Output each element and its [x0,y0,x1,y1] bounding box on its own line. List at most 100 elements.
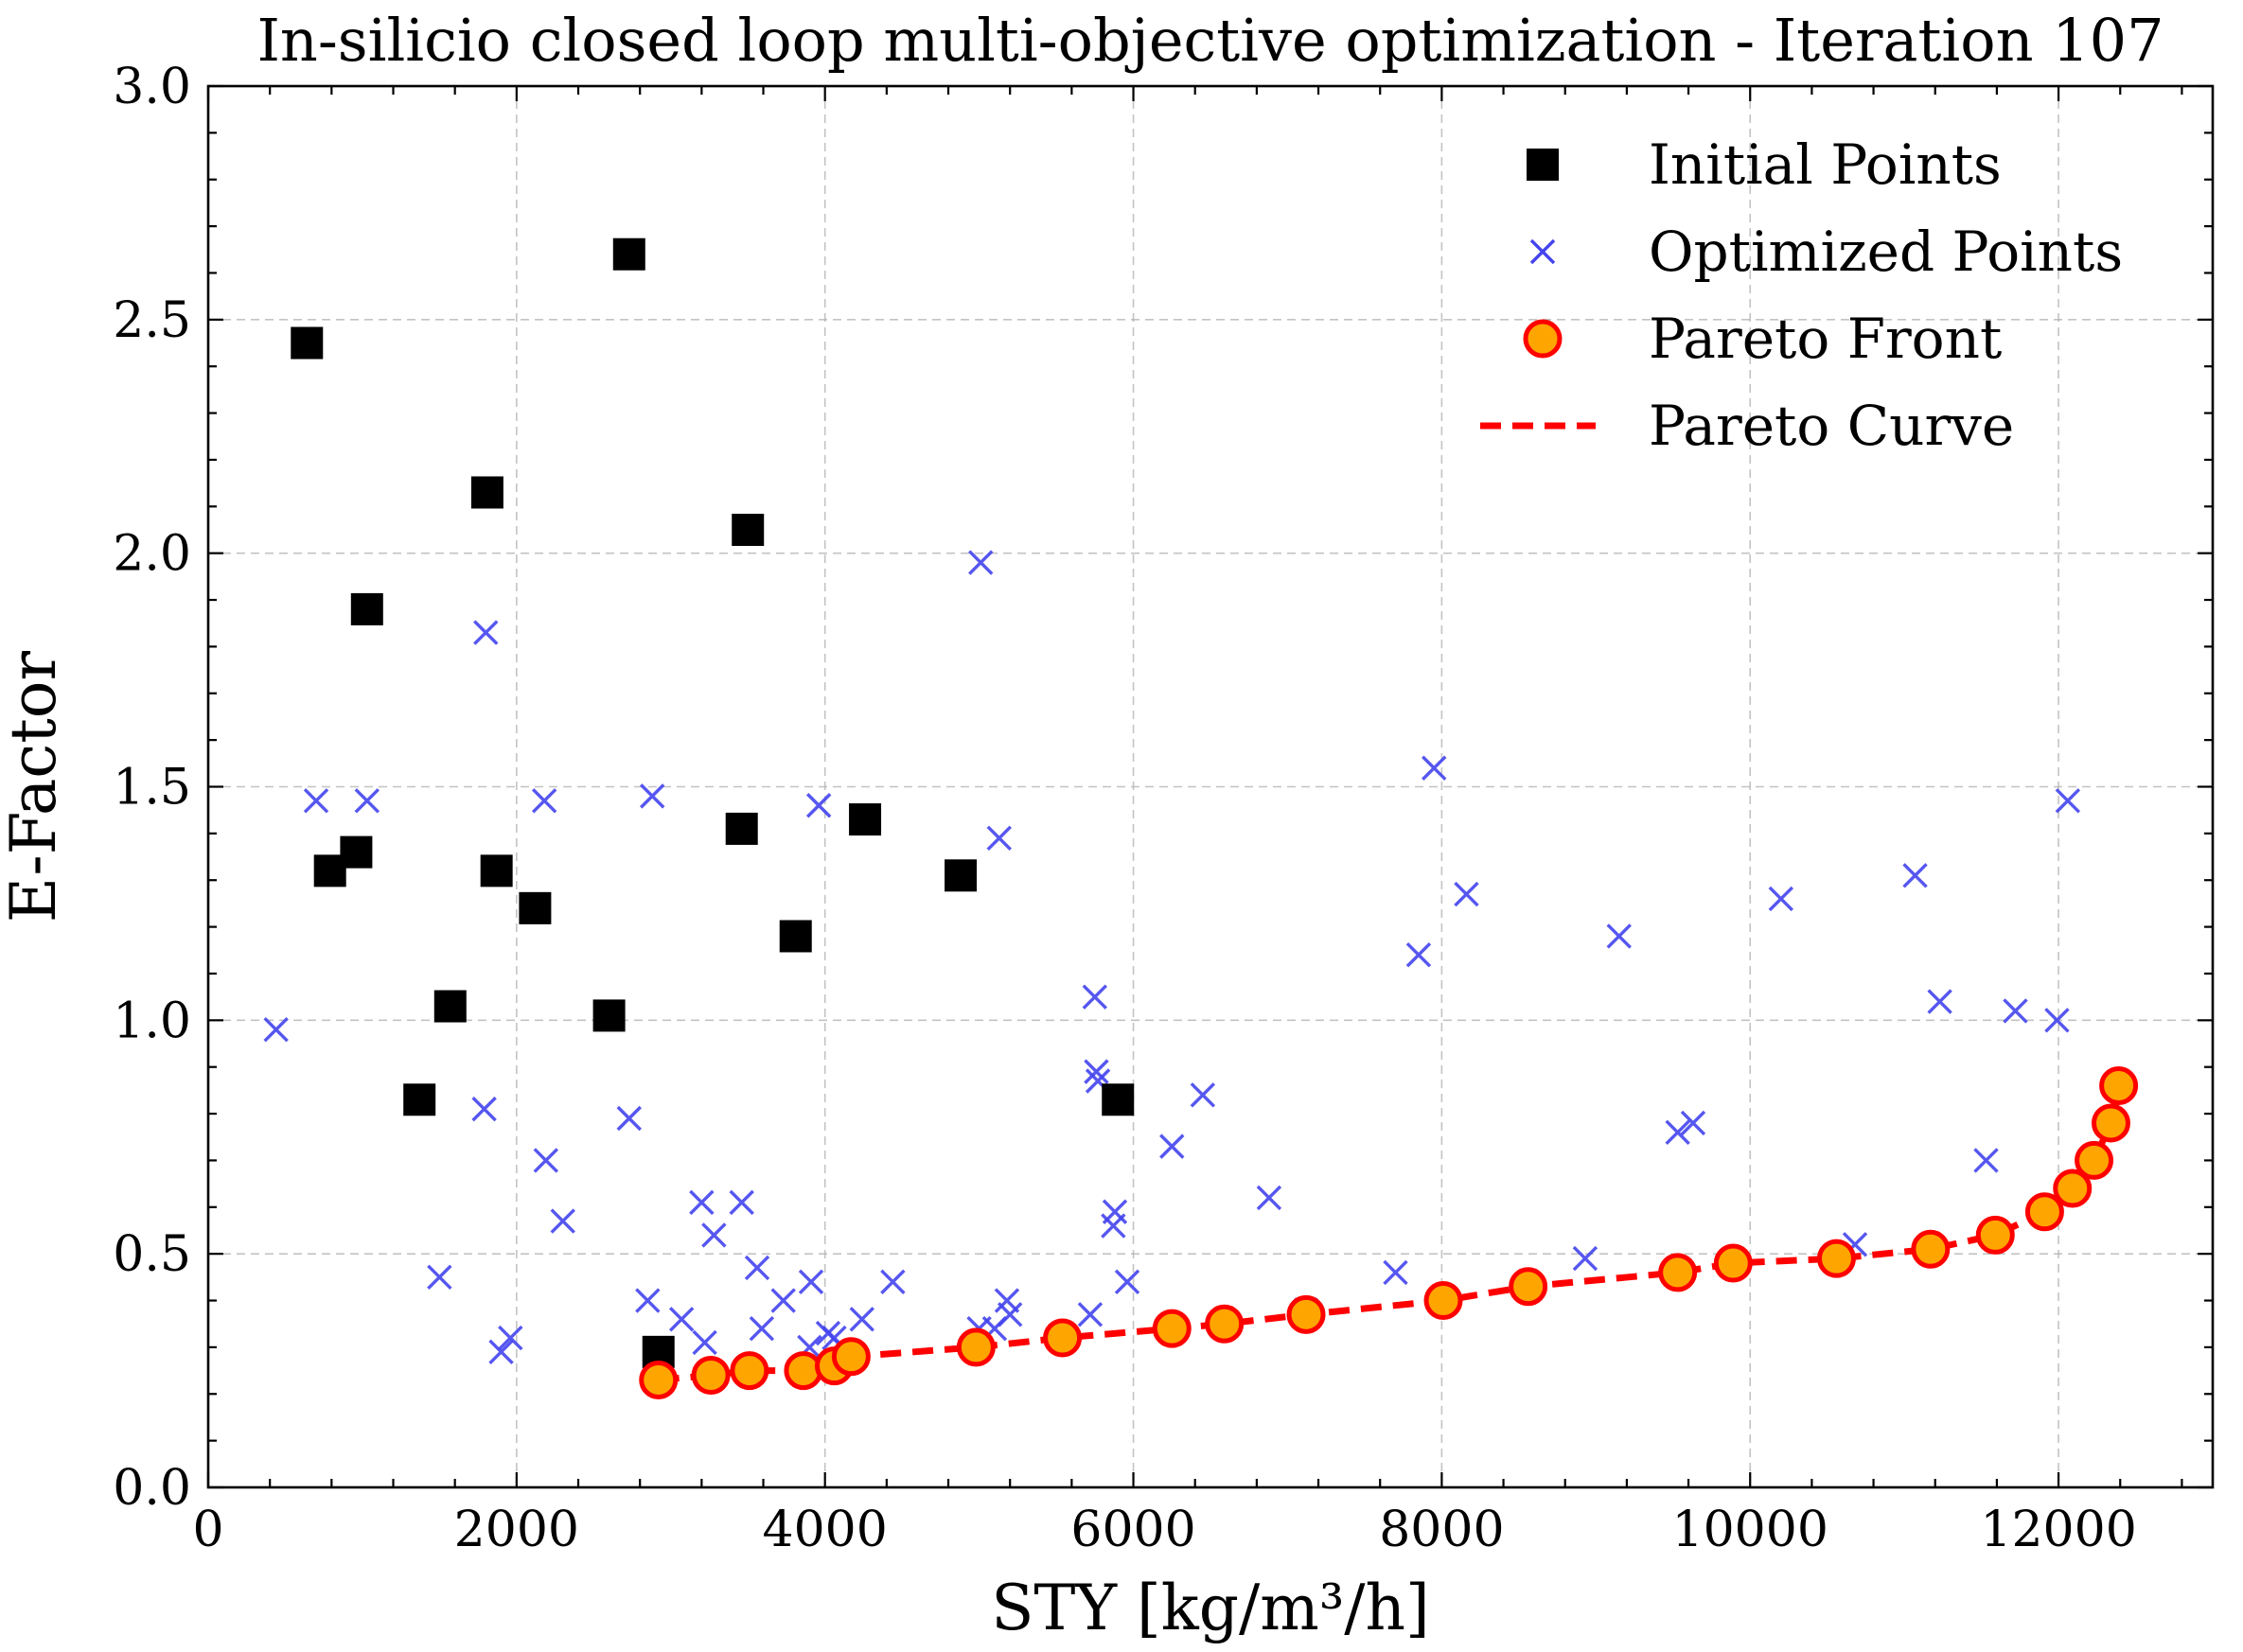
pareto-point [1509,1267,1548,1307]
x-tick-label: 0 [192,1502,223,1558]
pareto-point [831,1337,871,1377]
pareto-point [2053,1169,2093,1208]
pareto-curve [658,1084,2123,1383]
y-tick-label: 2.0 [113,526,191,583]
y-tick-label: 0.5 [113,1226,191,1283]
optimized-point [805,793,832,818]
optimized-point [303,788,329,814]
legend-pareto-curve-label: Pareto Curve [1649,394,2014,458]
initial-point [350,592,383,625]
optimized-point [427,1264,452,1291]
pareto-point [1658,1253,1698,1292]
optimized-point [798,1269,824,1294]
x-tick-labels: 0 2000 4000 6000 8000 10000 12000 [192,1502,2136,1558]
optimized-point [986,825,1013,852]
optimized-point [1159,1134,1185,1159]
optimized-point [1665,1119,1690,1146]
initial-point [849,803,882,836]
y-tick-label: 0.0 [113,1460,191,1517]
pareto-point [2091,1103,2130,1143]
optimized-point [533,1148,559,1173]
legend-pareto-front-label: Pareto Front [1649,307,2002,371]
chart-title: In-silicio closed loop multi-objective o… [256,6,2164,75]
optimized-point [1102,1199,1128,1224]
x-tick-label: 12000 [1980,1502,2136,1558]
optimized-point [1077,1302,1104,1327]
optimized-point [616,1105,642,1132]
pareto-point [1043,1318,1083,1358]
optimized-point [1927,989,1952,1014]
optimized-point [744,1255,770,1281]
optimized-point [354,788,380,814]
pareto-point [1423,1281,1463,1321]
optimized-point [880,1269,906,1294]
x-tick-label: 10000 [1672,1502,1828,1558]
pareto-point [1713,1243,1753,1283]
pareto-point [1975,1215,2015,1255]
optimized-point [1973,1148,1999,1173]
optimized-point [1256,1185,1282,1211]
optimized-point [1084,1059,1109,1084]
initial-point [945,859,978,892]
optimized-point [1768,886,1794,912]
optimized-point [263,1017,289,1043]
initial-point [592,999,626,1032]
x-tick-label: 6000 [1070,1502,1195,1558]
optimized-point [692,1329,717,1356]
pareto-point [1205,1304,1245,1344]
pareto-point [2024,1192,2064,1232]
pareto-point [1911,1229,1951,1269]
optimized-point [770,1288,796,1313]
x-tick-label: 4000 [763,1502,888,1558]
optimized-point [488,1339,514,1365]
initial-point [779,920,812,953]
initial-point [480,854,513,888]
initial-point [732,513,765,546]
optimized-point [1190,1082,1216,1108]
optimized-point [2055,788,2081,814]
legend-pareto-front-marker [1523,319,1563,359]
optimized-point [701,1222,727,1248]
y-tick-label: 1.5 [113,760,191,817]
optimized-point [640,783,665,809]
initial-point [340,835,373,869]
optimized-point [471,1096,497,1122]
curve-layer [658,1084,2123,1383]
optimized-point [1606,923,1632,949]
optimized-point [531,788,557,814]
y-tick-label: 2.5 [113,292,191,349]
initial-point [470,476,503,509]
optimized-point [1422,755,1447,781]
pareto-point [730,1351,769,1391]
optimized-point [729,1189,754,1216]
initial-point [1102,1083,1135,1116]
x-tick-label: 2000 [454,1502,579,1558]
pareto-point [1152,1309,1192,1348]
optimized-point [2044,1008,2070,1033]
optimized-point [498,1325,523,1351]
x-axis-label: STY [kg/m³/h] [991,1572,1430,1644]
optimized-point [635,1288,661,1313]
optimized-point [968,550,994,575]
optimized-point [689,1189,715,1216]
optimized-point [1082,984,1108,1010]
pareto-point [1286,1294,1326,1334]
optimized-point [1405,942,1432,968]
optimized-point [2003,998,2028,1024]
initial-point [519,891,552,924]
optimized-point [1454,881,1479,907]
initial-point [291,326,324,360]
pareto-point [691,1356,731,1396]
grid-layer [208,86,2213,1487]
optimized-point [749,1315,775,1342]
optimized-point [1383,1259,1408,1286]
legend-initial-label: Initial Points [1649,132,2002,197]
optimized-point [1902,863,1928,888]
plot-frame [206,84,2215,1489]
y-tick-label: 1.0 [113,993,191,1049]
y-tick-labels: 0.0 0.5 1.0 1.5 2.0 2.5 3.0 [113,59,191,1517]
pareto-point [2099,1065,2139,1105]
optimized-point [849,1307,874,1332]
